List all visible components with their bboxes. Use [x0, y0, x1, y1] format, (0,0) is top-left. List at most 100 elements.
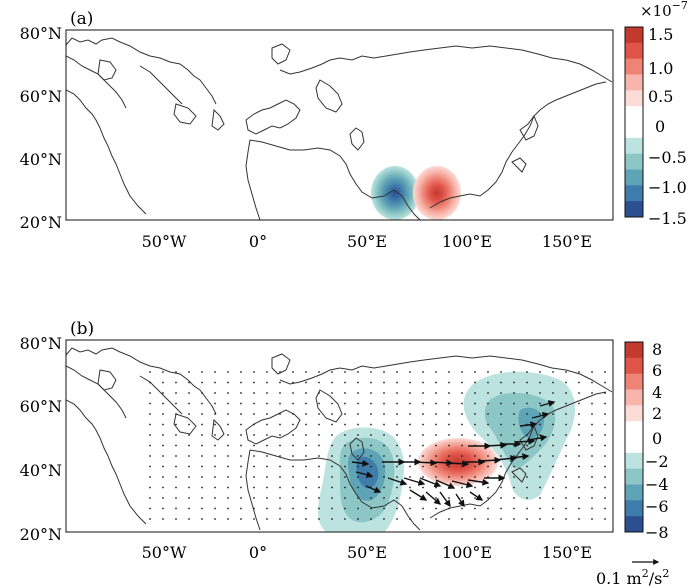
vector-grid-dot: [539, 476, 541, 478]
vector-grid-dot: [370, 402, 372, 405]
vector-grid-dot: [539, 518, 541, 520]
colorbar-tick-label: −4: [645, 475, 669, 494]
vector-grid-dot: [513, 371, 515, 373]
vector-grid-dot: [305, 476, 307, 478]
vector-grid-dot: [578, 434, 580, 436]
vector-grid-dot: [487, 465, 489, 468]
vector-grid-dot: [578, 423, 580, 426]
map-frame-a: [66, 30, 613, 220]
flux-arrow: [435, 479, 456, 489]
vector-grid-dot: [565, 413, 567, 415]
vector-grid-dot: [175, 507, 177, 510]
vector-grid-dot: [513, 392, 515, 394]
flux-arrow: [455, 493, 465, 508]
vector-grid-dot: [305, 371, 307, 373]
vector-grid-dot: [500, 371, 502, 373]
vector-grid-dot: [383, 465, 385, 468]
vector-grid-dot: [474, 423, 476, 426]
vector-grid-dot: [487, 371, 489, 373]
vector-grid-dot: [448, 455, 450, 457]
vector-grid-dot: [448, 444, 450, 447]
vector-grid-dot: [370, 465, 372, 468]
vector-grid-dot: [149, 392, 151, 394]
vector-grid-dot: [578, 413, 580, 415]
vector-grid-dot: [461, 444, 463, 447]
vector-grid-dot: [318, 476, 320, 478]
vector-grid-dot: [357, 423, 359, 426]
vector-grid-dot: [201, 486, 203, 489]
vector-grid-dot: [292, 486, 294, 489]
vector-grid-dot: [383, 434, 385, 436]
vector-grid-dot: [201, 413, 203, 415]
vector-grid-dot: [305, 402, 307, 405]
vector-grid-dot: [279, 444, 281, 447]
vector-grid-dot: [396, 518, 398, 520]
vector-grid-dot: [370, 423, 372, 426]
vector-grid-dot: [344, 413, 346, 415]
vector-grid-dot: [448, 476, 450, 478]
vector-grid-dot: [409, 371, 411, 373]
vector-grid-dot: [331, 486, 333, 489]
vector-grid-dot: [396, 413, 398, 415]
vector-grid-dot: [513, 434, 515, 436]
lat-axis-a: 80°N 60°N 40°N 20°N: [20, 24, 62, 232]
vector-grid-dot: [409, 497, 411, 499]
vector-grid-dot: [201, 423, 203, 426]
vector-grid-dot: [552, 444, 554, 447]
vector-grid-dot: [214, 434, 216, 436]
vector-grid-dot: [162, 476, 164, 478]
vector-grid-dot: [435, 444, 437, 447]
vector-grid-dot: [149, 402, 151, 405]
vector-grid-dot: [435, 507, 437, 510]
lon-tick-label: 50°W: [142, 543, 187, 562]
vector-grid-dot: [604, 455, 606, 457]
vector-grid-dot: [318, 402, 320, 405]
vector-grid-dot: [253, 423, 255, 426]
vector-grid-dot: [370, 371, 372, 373]
vector-grid-dot: [370, 455, 372, 457]
lon-tick-label: 0°: [249, 232, 267, 251]
lat-tick-label: 60°N: [20, 87, 62, 106]
vector-grid-dot: [279, 455, 281, 457]
colorbar-tick-label: 0: [655, 117, 665, 136]
vector-grid-dot: [435, 392, 437, 394]
vector-grid-dot: [435, 402, 437, 405]
vector-grid-dot: [292, 476, 294, 478]
vector-grid-dot: [539, 486, 541, 489]
colorbar-segment: [625, 74, 643, 91]
vector-grid-dot: [175, 497, 177, 499]
vector-grid-dot: [344, 381, 346, 384]
vector-grid-dot: [448, 413, 450, 415]
vector-grid-dot: [578, 402, 580, 405]
vector-grid-dot: [578, 444, 580, 447]
vector-grid-dot: [604, 423, 606, 426]
coastlines-a: [66, 37, 613, 220]
vector-grid-dot: [162, 507, 164, 510]
flux-arrow: [419, 477, 442, 488]
vector-grid-dot: [448, 465, 450, 468]
colorbar-segment: [625, 516, 643, 533]
panel-a: (a) 80°N 60°N 40°N 20°N 50°W 0° 50°E 100…: [20, 0, 688, 251]
vector-grid-dot: [565, 381, 567, 384]
vector-grid-dot: [344, 371, 346, 373]
vector-grid-dot: [175, 518, 177, 520]
vector-grid-dot: [513, 381, 515, 384]
vector-grid-dot: [435, 486, 437, 489]
vector-grid-dot: [526, 381, 528, 384]
vector-grid-dot: [578, 465, 580, 468]
vector-grid-dot: [305, 392, 307, 394]
vector-grid-dot: [357, 455, 359, 457]
lat-tick-label: 20°N: [20, 525, 62, 544]
flux-arrow: [515, 437, 536, 445]
vector-grid-dot: [552, 507, 554, 510]
vector-grid-dot: [526, 371, 528, 373]
vector-grid-dot: [578, 455, 580, 457]
vector-grid-dot: [318, 371, 320, 373]
vector-grid-dot: [409, 465, 411, 468]
vector-grid-dot: [357, 371, 359, 373]
vector-grid-dot: [331, 455, 333, 457]
vector-grid-dot: [305, 381, 307, 384]
vector-grid-dot: [461, 392, 463, 394]
vector-grid-dot: [357, 497, 359, 499]
vector-grid-dot: [331, 507, 333, 510]
